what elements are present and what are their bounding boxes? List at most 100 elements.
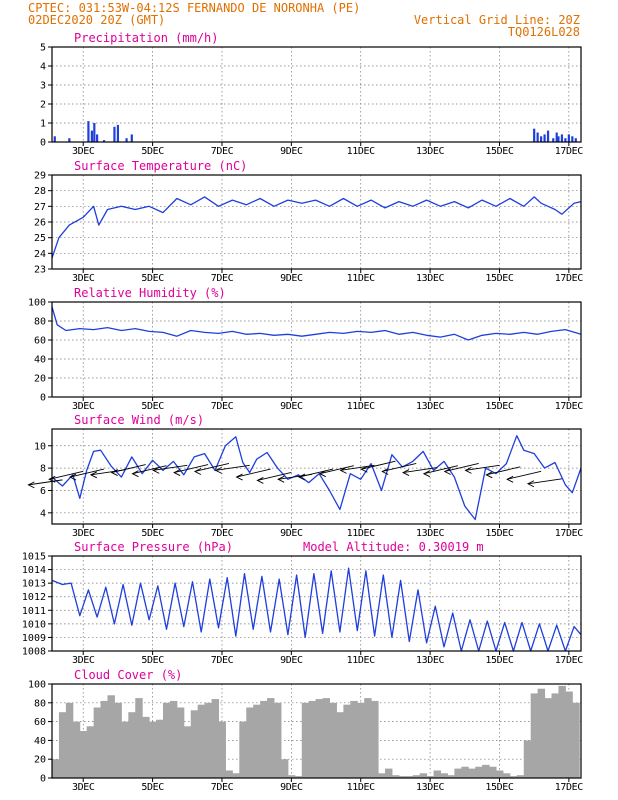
x-tick-label: 15DEC bbox=[485, 273, 513, 284]
bar bbox=[294, 776, 303, 778]
wind-panel: 4 6 8 10 3DEC 5DEC 7DEC 9DEC 11DEC 13DEC 15DEC 17DE… bbox=[27, 413, 584, 539]
wind-arrow bbox=[173, 464, 209, 474]
wind-arrowhead bbox=[131, 470, 139, 478]
y-tick-label: 5 bbox=[40, 43, 46, 54]
header-grid-line: Vertical Grid Line: 20Z bbox=[414, 13, 580, 27]
bar bbox=[564, 138, 567, 142]
wind-arrowhead bbox=[110, 469, 118, 476]
series-line bbox=[51, 435, 582, 521]
bar bbox=[509, 776, 518, 778]
series-line bbox=[51, 196, 582, 259]
bar bbox=[530, 693, 539, 778]
wind-arrowhead bbox=[27, 481, 35, 489]
x-tick-label: 13DEC bbox=[416, 782, 444, 793]
bar bbox=[537, 688, 546, 778]
wind-arrowhead bbox=[235, 473, 243, 481]
y-tick-label: 25 bbox=[34, 233, 46, 244]
bar bbox=[523, 740, 532, 778]
panel-title: Cloud Cover (%) bbox=[74, 668, 182, 682]
y-tick-label: 6 bbox=[40, 486, 46, 497]
bar bbox=[405, 776, 414, 778]
bar bbox=[364, 698, 372, 778]
bar bbox=[468, 768, 476, 778]
bar bbox=[72, 721, 81, 778]
plot-frame bbox=[51, 428, 582, 525]
bar bbox=[79, 731, 88, 778]
x-tick-label: 3DEC bbox=[72, 655, 95, 666]
x-tick-label: 13DEC bbox=[416, 655, 444, 666]
bar bbox=[572, 702, 580, 778]
wind-arrow bbox=[153, 464, 188, 471]
bar bbox=[543, 134, 546, 142]
x-tick-label: 11DEC bbox=[347, 655, 375, 666]
wind-arrowhead bbox=[506, 475, 514, 483]
series-line bbox=[51, 567, 582, 652]
pressure-panel: 1008 1009 1010 1011 1012 1013 1014 1015 3DEC 5DEC… bbox=[22, 540, 584, 666]
bar bbox=[552, 138, 555, 142]
bar bbox=[149, 721, 157, 778]
y-tick-label: 1012 bbox=[22, 592, 46, 603]
x-tick-label: 17DEC bbox=[555, 528, 583, 539]
x-tick-label: 11DEC bbox=[347, 528, 375, 539]
bar bbox=[322, 698, 331, 778]
wind-arrowhead bbox=[485, 471, 493, 479]
bar bbox=[232, 773, 240, 778]
bar bbox=[574, 138, 577, 142]
bar bbox=[496, 770, 504, 778]
x-tick-label: 3DEC bbox=[72, 782, 95, 793]
wind-arrowhead bbox=[318, 470, 326, 478]
x-tick-label: 3DEC bbox=[72, 146, 95, 157]
plot-frame bbox=[51, 555, 582, 652]
y-tick-label: 100 bbox=[28, 298, 46, 309]
bar bbox=[114, 702, 122, 778]
bar bbox=[454, 768, 462, 778]
bar bbox=[176, 707, 185, 778]
wind-arrowhead bbox=[422, 470, 431, 478]
bar bbox=[461, 766, 469, 778]
wind-arrow bbox=[298, 468, 334, 478]
x-tick-label: 15DEC bbox=[485, 782, 513, 793]
x-tick-label: 5DEC bbox=[141, 782, 164, 793]
wind-arrowhead bbox=[360, 465, 368, 473]
bar bbox=[440, 773, 448, 778]
x-tick-label: 11DEC bbox=[347, 146, 375, 157]
wind-arrow bbox=[132, 465, 167, 475]
bar bbox=[533, 128, 536, 142]
bar bbox=[350, 700, 358, 778]
wind-arrowhead bbox=[402, 469, 410, 476]
bar bbox=[204, 702, 213, 778]
wind-arrow bbox=[402, 467, 438, 474]
wind-arrow bbox=[111, 464, 146, 474]
y-tick-label: 40 bbox=[34, 355, 46, 366]
x-tick-label: 9DEC bbox=[280, 655, 303, 666]
x-tick-label: 3DEC bbox=[72, 528, 95, 539]
bar bbox=[433, 770, 442, 778]
series-line bbox=[51, 306, 582, 341]
x-tick-label: 9DEC bbox=[280, 401, 303, 412]
panel-title: Surface Temperature (nC) bbox=[74, 159, 247, 173]
x-tick-label: 3DEC bbox=[72, 273, 95, 284]
wind-arrow bbox=[465, 464, 500, 471]
bar bbox=[412, 775, 421, 778]
bar bbox=[130, 134, 133, 142]
y-tick-label: 60 bbox=[34, 717, 46, 728]
wind-arrow bbox=[444, 463, 479, 472]
wind-arrow bbox=[361, 460, 396, 470]
y-tick-label: 2 bbox=[40, 100, 46, 111]
y-tick-label: 0 bbox=[40, 138, 46, 149]
bar bbox=[253, 704, 261, 778]
wind-arrow bbox=[507, 470, 542, 480]
x-tick-label: 13DEC bbox=[416, 528, 444, 539]
bar bbox=[142, 716, 150, 778]
bar bbox=[557, 136, 560, 142]
header-station: CPTEC: 031:53W-04:12S FERNANDO DE NORONH… bbox=[28, 1, 360, 15]
wind-arrow bbox=[194, 463, 230, 472]
y-tick-label: 4 bbox=[40, 508, 46, 519]
wind-arrow bbox=[69, 468, 105, 478]
bar bbox=[93, 123, 96, 142]
bar bbox=[343, 704, 351, 778]
x-tick-label: 7DEC bbox=[211, 528, 234, 539]
y-tick-label: 23 bbox=[34, 265, 46, 276]
wind-arrowhead bbox=[214, 466, 222, 474]
